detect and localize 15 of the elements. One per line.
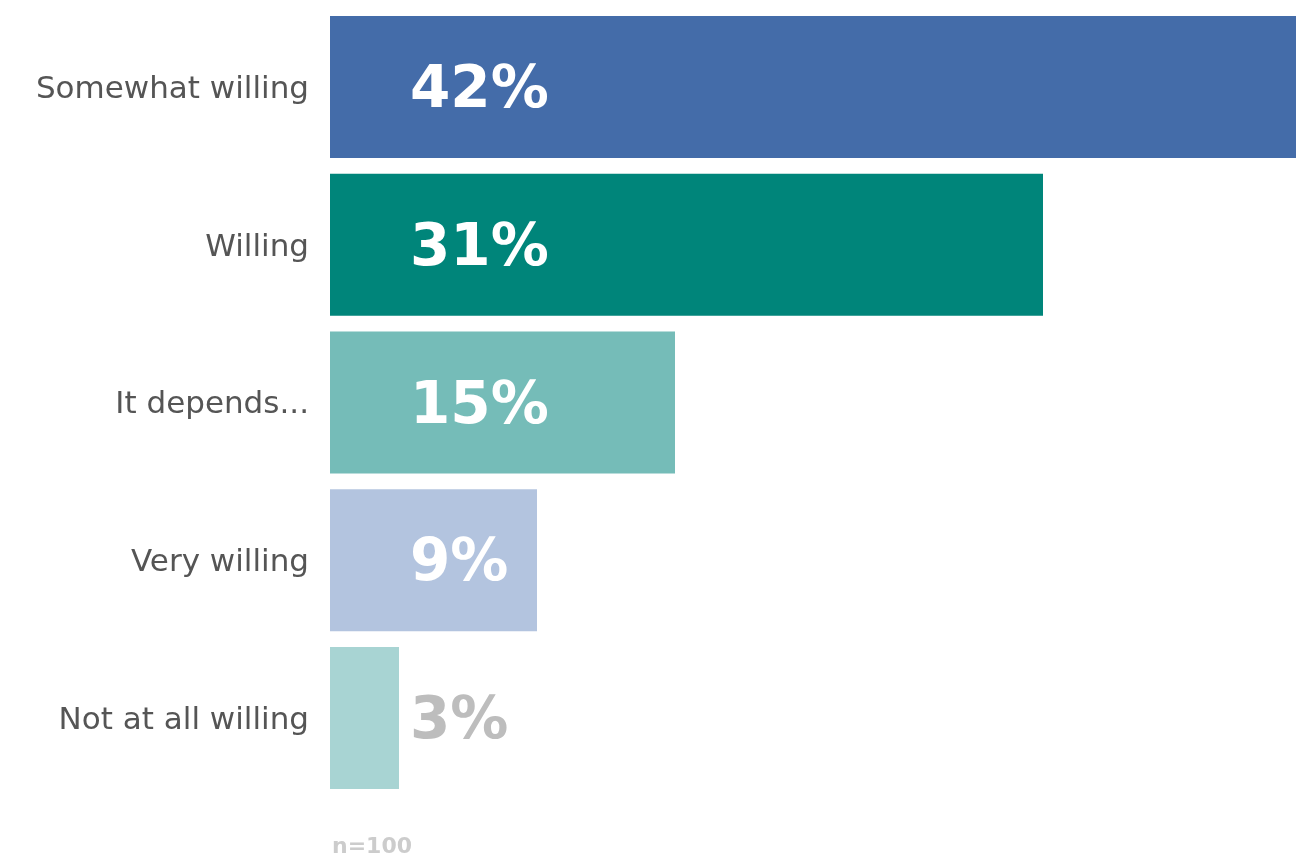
y-tick-label: It depends... xyxy=(115,384,309,421)
y-tick-label: Willing xyxy=(205,226,309,263)
y-tick-label: Not at all willing xyxy=(58,699,309,736)
y-tick-label: Somewhat willing xyxy=(35,68,309,105)
bar xyxy=(330,331,675,474)
data-label: 3% xyxy=(410,684,509,752)
data-label: 9% xyxy=(410,526,509,594)
bar xyxy=(330,647,399,790)
bar xyxy=(330,173,1043,316)
data-label: 31% xyxy=(410,211,549,279)
bar xyxy=(330,15,1296,158)
data-label: 15% xyxy=(410,369,549,437)
data-label: 42% xyxy=(410,53,549,121)
y-tick-label: Very willing xyxy=(131,542,309,579)
bar xyxy=(330,489,537,632)
